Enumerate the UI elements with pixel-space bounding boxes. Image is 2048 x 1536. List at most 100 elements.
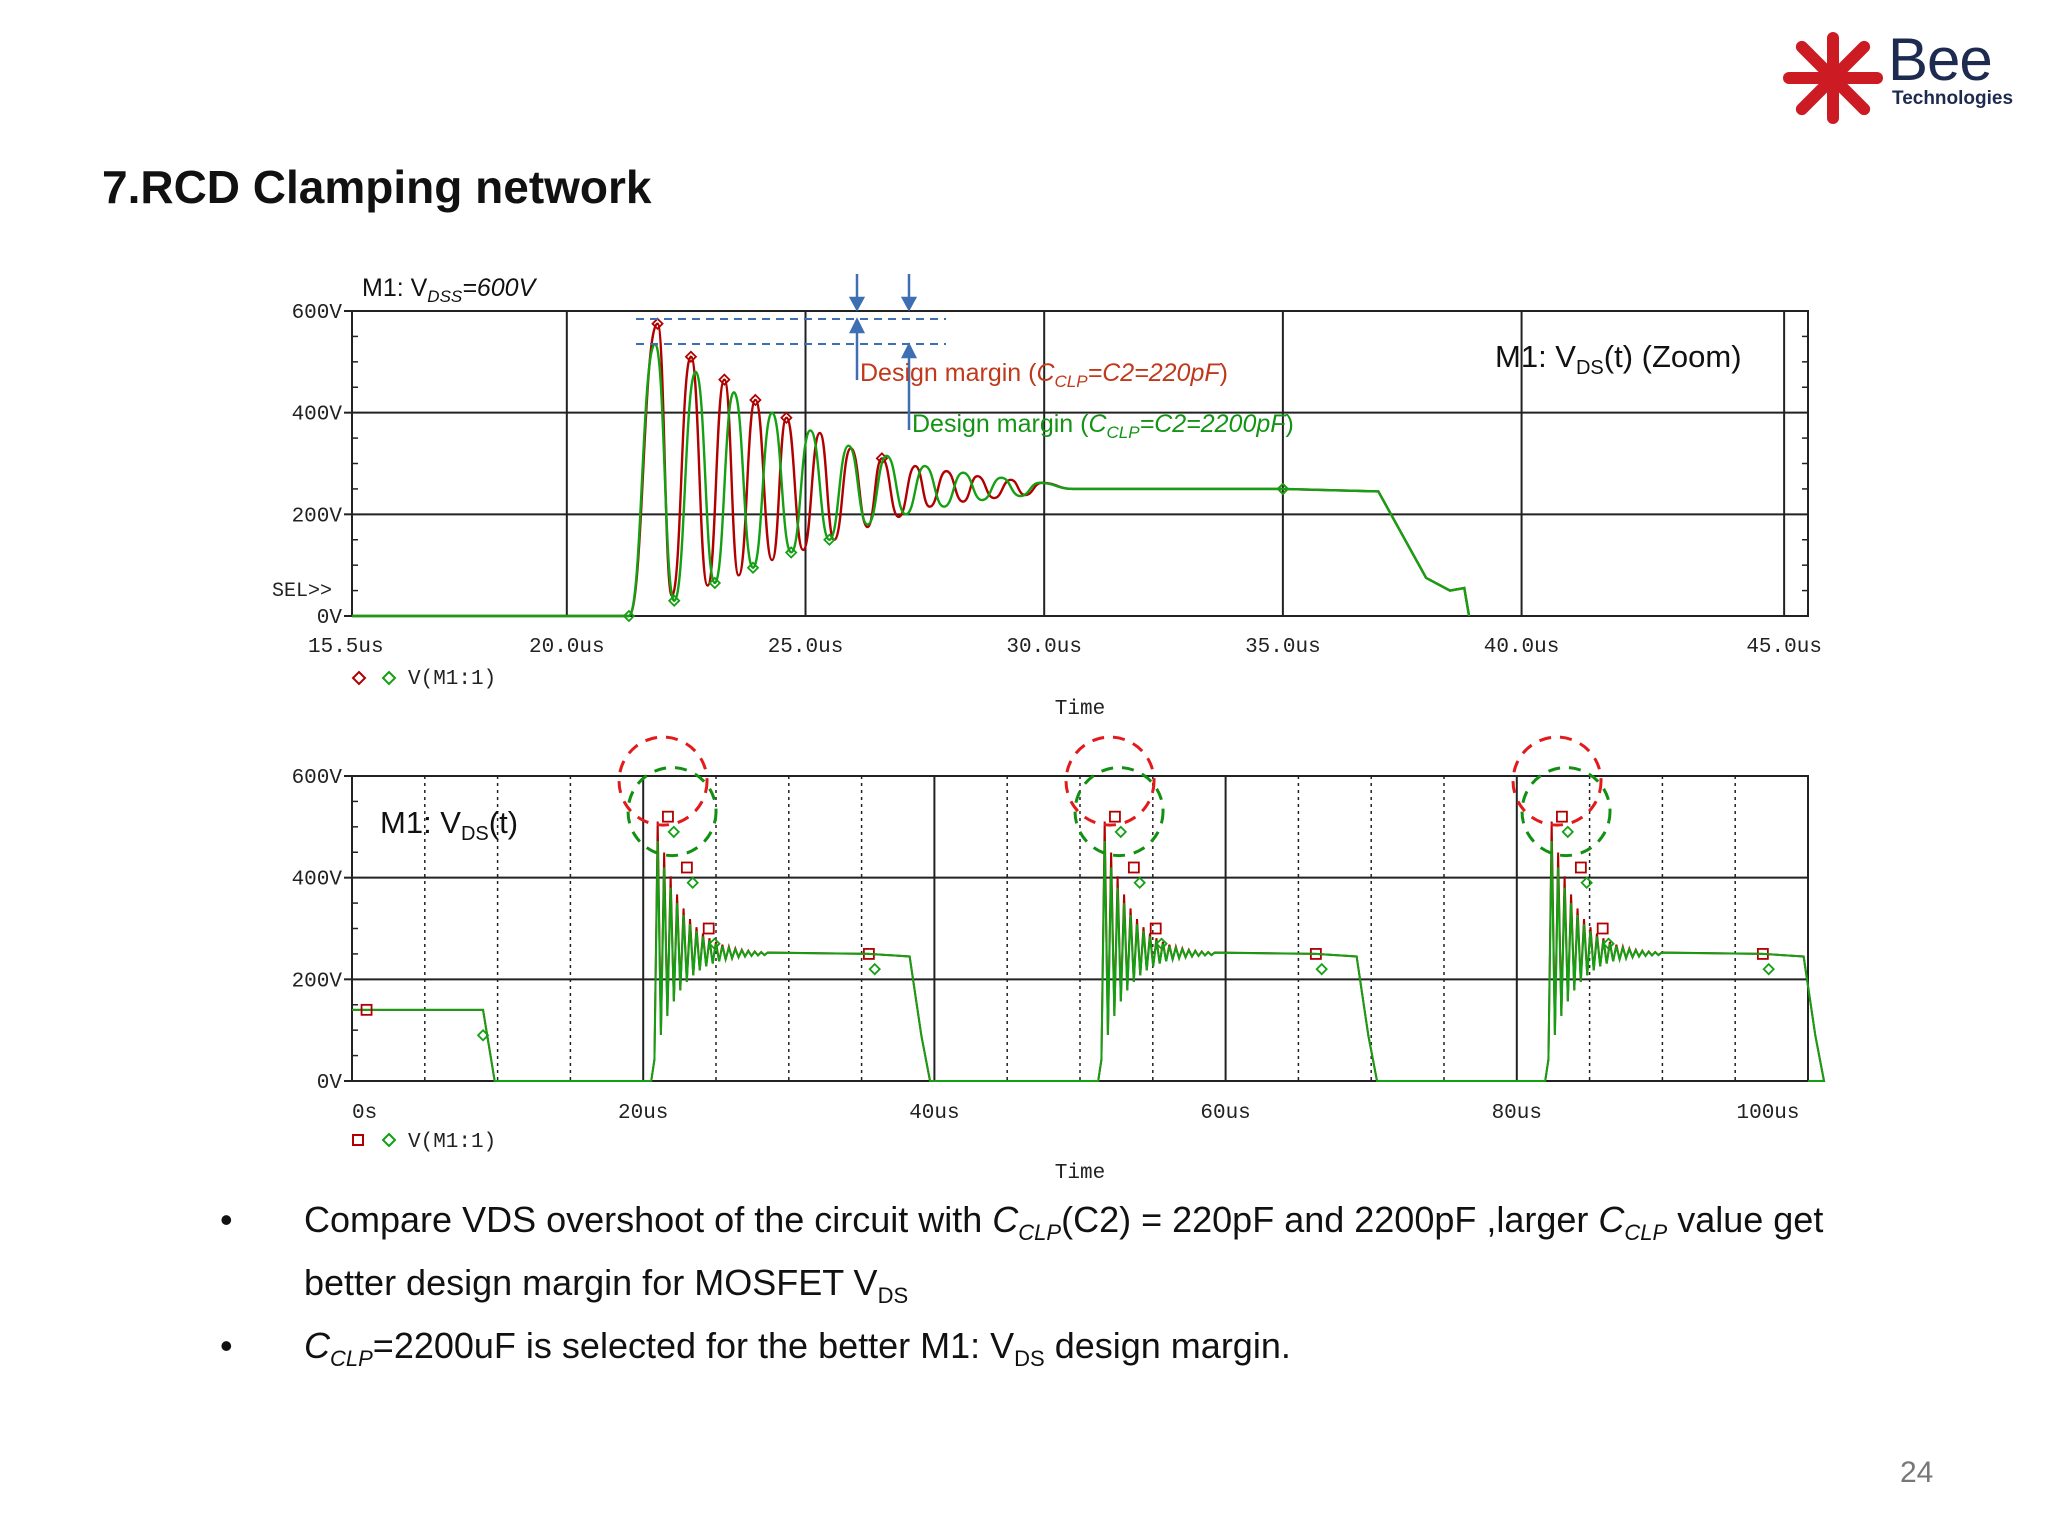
- arrow-icon: [848, 274, 918, 430]
- bullet-item: • Compare VDS overshoot of the circuit w…: [220, 1195, 1840, 1321]
- legend-marker-220pF: [351, 670, 367, 686]
- x-tick-label: 30.0us: [1006, 636, 1082, 659]
- margin-lines: [636, 318, 946, 345]
- overshoot-circle-2200pF: [1520, 766, 1612, 858]
- y-tick-label: 400V: [292, 404, 343, 427]
- x-tick-label: 60us: [1200, 1102, 1250, 1125]
- y-tick-label: 600V: [292, 302, 343, 325]
- series-marker-2200pF: [708, 937, 721, 951]
- x-tick-label: 40us: [909, 1102, 959, 1125]
- x-tick-label: 40.0us: [1484, 636, 1560, 659]
- x-tick-label: 20.0us: [529, 636, 605, 659]
- page-number: 24: [1900, 1456, 1934, 1489]
- x-tick-label: 15.5us: [308, 636, 384, 659]
- y-tick-label: 400V: [292, 869, 343, 892]
- series-marker-220pF: [749, 393, 762, 407]
- series-marker-2200pF: [1114, 825, 1128, 839]
- series-marker-2200pF: [667, 594, 681, 608]
- x-tick-label: 20us: [618, 1102, 668, 1125]
- legend: V(M1:1): [351, 668, 496, 691]
- overshoot-circle-2200pF: [1073, 766, 1165, 858]
- y-tick-label: 200V: [292, 505, 343, 528]
- legend-label: V(M1:1): [408, 1131, 496, 1154]
- series-marker-220pF: [680, 861, 693, 874]
- overshoot-circle-2200pF: [626, 766, 718, 858]
- series-marker-2200pF: [784, 546, 798, 559]
- chart-series-group: [352, 317, 1471, 623]
- series-marker-2200pF: [746, 561, 760, 574]
- overshoot-circle-220pF: [1511, 735, 1603, 827]
- series-marker-2200pF: [1561, 825, 1575, 839]
- series-marker-2200pF: [686, 876, 699, 890]
- x-tick-label: 25.0us: [768, 636, 844, 659]
- series-line-2200pF: [352, 342, 1471, 618]
- series-line-2200pF: [352, 840, 1826, 1082]
- x-tick-label: 35.0us: [1245, 636, 1321, 659]
- overshoot-circle-220pF: [617, 735, 709, 827]
- series-marker-220pF: [702, 922, 715, 935]
- series-marker-2200pF: [1133, 876, 1146, 890]
- x-tick-label: 0s: [352, 1102, 377, 1125]
- highlight-circles: [617, 735, 1612, 858]
- page-title: 7.RCD Clamping network: [102, 161, 652, 213]
- series-marker-2200pF: [1762, 962, 1775, 976]
- x-tick-label: 80us: [1492, 1102, 1542, 1125]
- y-tick-label: 200V: [292, 970, 343, 993]
- x-tick-label: 100us: [1736, 1102, 1799, 1125]
- margin-label-2200pF: Design margin (CCLP=C2=2200pF): [912, 410, 1294, 442]
- series-marker-2200pF: [1276, 482, 1290, 496]
- logo-star-icon: [1783, 32, 1883, 124]
- sel-label: SEL>>: [272, 580, 332, 603]
- bullet-dot-icon: •: [220, 1325, 233, 1367]
- series-marker-2200pF: [1315, 962, 1328, 976]
- series-marker-220pF: [651, 317, 664, 330]
- legend-label: V(M1:1): [408, 668, 496, 691]
- chart-vds-zoom: 600V 400V 200V 0V 15.5us 20.0us 25.0us 30.0us 3…: [272, 274, 1822, 721]
- series-marker-220pF: [1109, 810, 1121, 823]
- logo-name: Bee: [1888, 26, 1993, 93]
- overshoot-circle-220pF: [1064, 735, 1156, 827]
- legend: V(M1:1): [352, 1131, 496, 1154]
- series-marker-2200pF: [708, 576, 722, 590]
- series-marker-220pF: [718, 373, 731, 386]
- x-axis-label: Time: [1055, 698, 1105, 721]
- series-marker-2200pF: [823, 533, 836, 547]
- series-marker-2200pF: [622, 609, 636, 623]
- series-marker-2200pF: [1580, 876, 1593, 890]
- series-marker-220pF: [780, 411, 793, 425]
- logo-subtitle: Technologies: [1892, 88, 2014, 109]
- series-marker-2200pF: [1602, 937, 1615, 951]
- series-line-220pF: [352, 322, 1471, 618]
- plot-label-zoom: M1: VDS(t) (Zoom): [1495, 339, 1742, 379]
- legend-marker-2200pF: [381, 1132, 397, 1148]
- series-marker-220pF: [1127, 861, 1140, 874]
- x-axis-label: Time: [1055, 1162, 1105, 1185]
- margin-label-220pF: Design margin (CCLP=C2=220pF): [860, 359, 1228, 391]
- chart-series-group: [352, 810, 1826, 1082]
- vdss-label: M1: VDSS=600V: [362, 274, 538, 306]
- series-marker-220pF: [1556, 810, 1568, 823]
- series-marker-2200pF: [476, 1028, 490, 1042]
- series-marker-2200pF: [868, 962, 881, 976]
- series-marker-220pF: [1596, 922, 1609, 935]
- series-marker-220pF: [662, 810, 674, 823]
- y-tick-label: 0V: [317, 607, 343, 630]
- company-logo: [1783, 32, 1883, 124]
- bullet-item: • CCLP=2200uF is selected for the better…: [220, 1321, 1840, 1384]
- legend-marker-220pF: [352, 1134, 364, 1146]
- series-marker-2200pF: [1155, 937, 1168, 951]
- series-line-220pF: [352, 821, 1826, 1082]
- series-marker-220pF: [684, 350, 698, 364]
- series-marker-220pF: [360, 1003, 373, 1016]
- series-marker-220pF: [1574, 861, 1587, 874]
- plot-frame: [351, 310, 1809, 617]
- y-tick-label: 0V: [317, 1072, 343, 1095]
- bullet-list: • Compare VDS overshoot of the circuit w…: [220, 1195, 1840, 1385]
- plot-label-full: M1: VDS(t): [380, 805, 518, 845]
- y-tick-label: 600V: [292, 767, 343, 790]
- series-marker-2200pF: [667, 825, 681, 839]
- x-tick-label: 45.0us: [1746, 636, 1822, 659]
- legend-marker-2200pF: [381, 670, 397, 686]
- bullet-dot-icon: •: [220, 1199, 233, 1240]
- chart-vds-full: 600V 400V 200V 0V 0s 20us 40us 60us 80us 100us V…: [292, 735, 1826, 1185]
